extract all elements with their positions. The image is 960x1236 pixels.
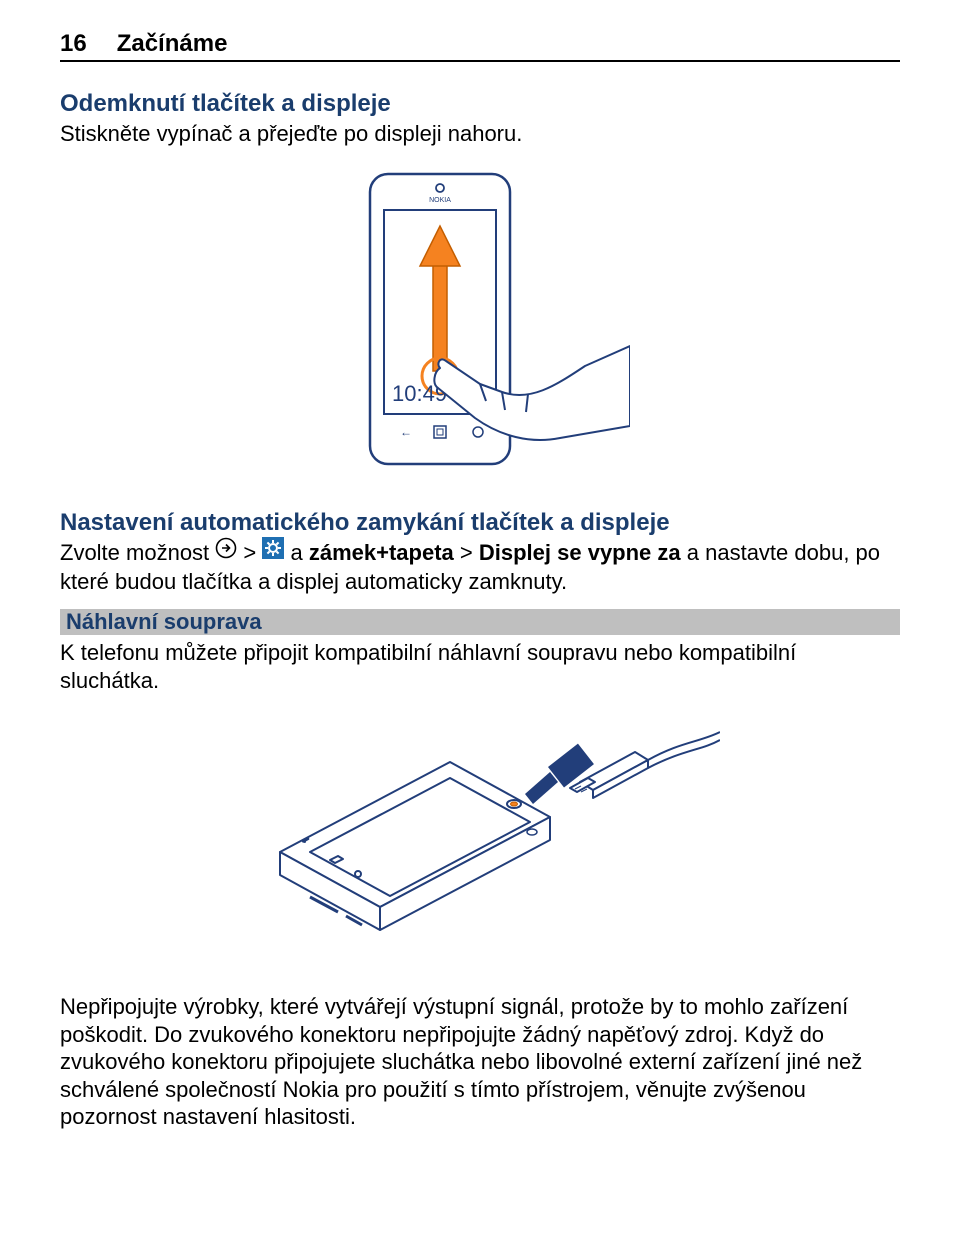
section-text-autolock: Zvolte možnost > [60, 539, 900, 596]
illustration-headset-plug: ← [60, 712, 900, 967]
section-title-unlock: Odemknutí tlačítek a displeje [60, 90, 900, 118]
header-title: Začínáme [117, 30, 228, 58]
arrow-right-circle-icon [215, 537, 237, 566]
autolock-bold-displej: Displej se vypne za [479, 540, 681, 565]
page-header: 16 Začínáme [60, 30, 900, 62]
svg-text:NOKIA: NOKIA [429, 197, 451, 204]
illustration-unlock-phone: NOKIA 10:49 ← [60, 166, 900, 481]
autolock-text-4: > [460, 540, 479, 565]
section-text-headset: K telefonu můžete připojit kompatibilní … [60, 639, 900, 694]
autolock-text-2: > [243, 540, 262, 565]
autolock-bold-zamek: zámek+tapeta [309, 540, 454, 565]
autolock-text-3: a [291, 540, 309, 565]
section-bar-title: Náhlavní souprava [66, 609, 262, 634]
section-text-warning: Nepřipojujte výrobky, které vytvářejí vý… [60, 993, 900, 1131]
section-text-unlock: Stiskněte vypínač a přejeďte po displeji… [60, 120, 900, 148]
section-unlock: Odemknutí tlačítek a displeje Stiskněte … [60, 90, 900, 148]
autolock-text-1: Zvolte možnost [60, 540, 215, 565]
gear-icon [262, 537, 284, 566]
page-number: 16 [60, 30, 87, 58]
svg-text:←: ← [400, 425, 412, 439]
section-autolock: Nastavení automatického zamykání tlačíte… [60, 509, 900, 596]
section-bar-headset: Náhlavní souprava [60, 609, 900, 635]
section-title-autolock: Nastavení automatického zamykání tlačíte… [60, 509, 900, 537]
